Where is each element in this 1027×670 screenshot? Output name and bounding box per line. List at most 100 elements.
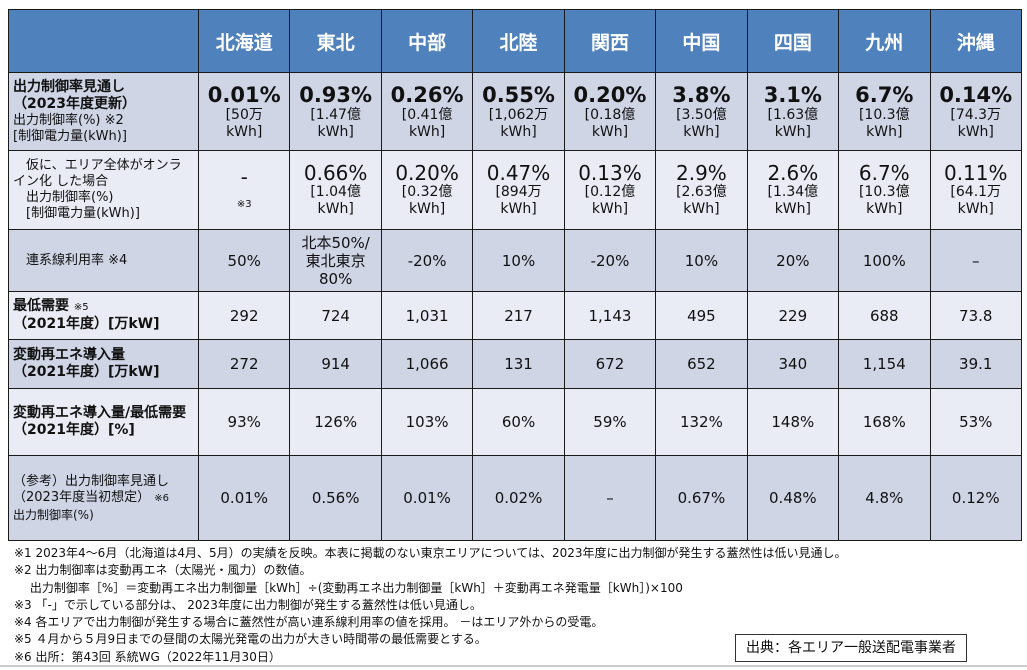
divider [0,665,1027,667]
row-label-line: （参考）出力制御率見通し（2023年度当初想定） [13,473,170,505]
table-cell: 0.12% [929,455,1022,541]
region-header: 北海道 [197,9,291,73]
cell-value: 0.12% [951,489,1000,507]
table-cell: 0.55% [1,062万 kWh] [472,72,565,151]
footnotes: ※1 2023年4～6月（北海道は4月、5月）の実績を反映。本表に掲載のない東京… [14,545,847,666]
region-header: 北陸 [472,9,565,73]
table-cell: 292 [197,291,291,340]
cell-subvalue: 80% [318,269,353,288]
cell-value: 1,031 [405,306,449,325]
table-cell: 652 [655,339,748,389]
cell-value: 60% [501,413,536,431]
table-cell: 672 [563,339,657,389]
table-cell: – [929,229,1022,292]
cell-value: 0.01% [220,489,269,507]
cell-value: 39.1 [959,355,993,373]
cell-value: 495 [687,306,716,325]
cell-subvalue: [1.47億 [310,106,361,123]
cell-value: – [606,489,614,507]
cell-value: 73.8 [959,306,993,325]
row-label-line: [制御電力量(kWh)] [13,206,140,221]
cell-subvalue: kWh] [408,123,446,140]
table-row-reference-initial-2023: （参考）出力制御率見通し（2023年度当初想定） ※6 出力制御率(%) 0.01%… [8,455,1022,541]
table-cell: 0.01% [197,455,291,541]
region-header: 中国 [655,9,748,73]
row-label-line: 出力制御率(%) [13,190,114,205]
cell-value: 0.13% [578,161,642,185]
cell-subvalue: 東北東京 [305,251,366,270]
table-row-minimum-demand: 最低需要 ※5 （2021年度）[万kW] 292 724 1,031 217 1,143 4… [8,291,1022,340]
row-label: 変動再エネ導入量/最低需要（2021年度）[%] [8,388,199,456]
cell-value: 272 [229,355,259,373]
cell-subvalue: [1.34億 [767,184,819,200]
table-cell: 4.8% [838,455,931,541]
cell-subvalue: kWh] [226,123,263,140]
table-cell: 93% [197,388,291,456]
footnote-ref: ※6 [154,492,169,504]
cell-subvalue: kWh] [774,123,811,140]
table-cell: 6.7% [10.3億 kWh] [838,150,931,230]
header-corner [8,9,199,73]
region-header: 四国 [746,9,840,73]
cell-value: 0.01% [207,82,281,107]
table-cell: 0.66% [1.04億 kWh] [289,150,382,230]
cell-subvalue: [2.63億 [676,184,727,200]
table-cell: 0.14% [74.3万 kWh] [929,72,1022,151]
row-label-line: 出力制御率(%) [13,507,94,522]
source-box: 出典：各エリア一般送配電事業者 [735,634,967,662]
cell-subvalue: [0.12億 [584,184,636,200]
table-cell: 217 [472,291,565,340]
cell-value: 0.56% [311,489,360,507]
cell-value: 148% [771,413,815,431]
table-cell: 20% [746,229,840,292]
cell-value: 20% [776,251,810,270]
table-cell: 60% [472,388,565,456]
row-label: （参考）出力制御率見通し（2023年度当初想定） ※6 出力制御率(%) [8,455,199,541]
cell-value: 0.20% [395,161,459,185]
cell-value: 126% [314,413,358,431]
cell-subvalue: [50万 [225,106,263,123]
cell-value: 0.66% [303,161,368,185]
table-cell: 914 [289,339,382,389]
cell-subvalue: kWh] [683,201,720,217]
table-cell: 100% [838,229,931,292]
cell-value: 292 [229,306,259,325]
table-row-vre-to-min-demand: 変動再エネ導入量/最低需要（2021年度）[%] 93% 126% 103% 60% 59… [8,388,1022,456]
cell-value: 6.7% [858,161,910,185]
region-header: 中部 [380,9,474,73]
table-cell: 0.13% [0.12億 kWh] [563,150,657,230]
footnote-ref: ※5 [73,302,89,313]
table-cell: 2.9% [2.63億 kWh] [655,150,748,230]
row-label-line: 最低需要 [13,298,74,314]
cell-value: 688 [869,306,899,325]
table-cell: 10% [472,229,565,292]
header-row: 北海道 東北 中部 北陸 関西 中国 四国 九州 沖縄 [8,9,1022,73]
cell-value: 北本50%/ [301,233,370,252]
row-label-line: （2021年度）[万kW] [13,364,160,380]
table-cell: 59% [563,388,657,456]
cell-value: 100% [862,251,906,270]
curtailment-outlook-table: 北海道 東北 中部 北陸 関西 中国 四国 九州 沖縄 出力制御率見通し （2023年度更新） 出力… [8,9,1022,541]
table-cell: 6.7% [10.3億 kWh] [838,72,931,151]
table-cell: 北本50%/東北東京 80% [289,229,382,292]
table-cell: 0.26% [0.41億 kWh] [380,72,474,151]
row-label-line: 連系線利用率 ※4 [13,252,128,268]
cell-value: 652 [687,355,716,373]
table-cell: 0.67% [655,455,748,541]
cell-value: 6.7% [855,82,914,107]
region-header: 東北 [289,9,382,73]
cell-value: 10% [501,251,536,270]
table-cell: 0.20% [0.18億 kWh] [563,72,657,151]
table-cell: -20% [563,229,657,292]
table-cell: 340 [746,339,840,389]
cell-subvalue: kWh] [866,123,903,140]
table-cell: 495 [655,291,748,340]
table-cell: 0.02% [472,455,565,541]
cell-subvalue: [64.1万 [950,184,1002,200]
cell-subvalue: kWh] [866,201,903,217]
table-cell: -20% [380,229,474,292]
table-cell: 229 [746,291,840,340]
footnote-line: ※3 「-」で示している部分は、 2023年度に出力制御が発生する蓋然性は低い見… [14,597,482,612]
cell-value: 672 [595,355,625,373]
table-cell: 1,066 [380,339,474,389]
